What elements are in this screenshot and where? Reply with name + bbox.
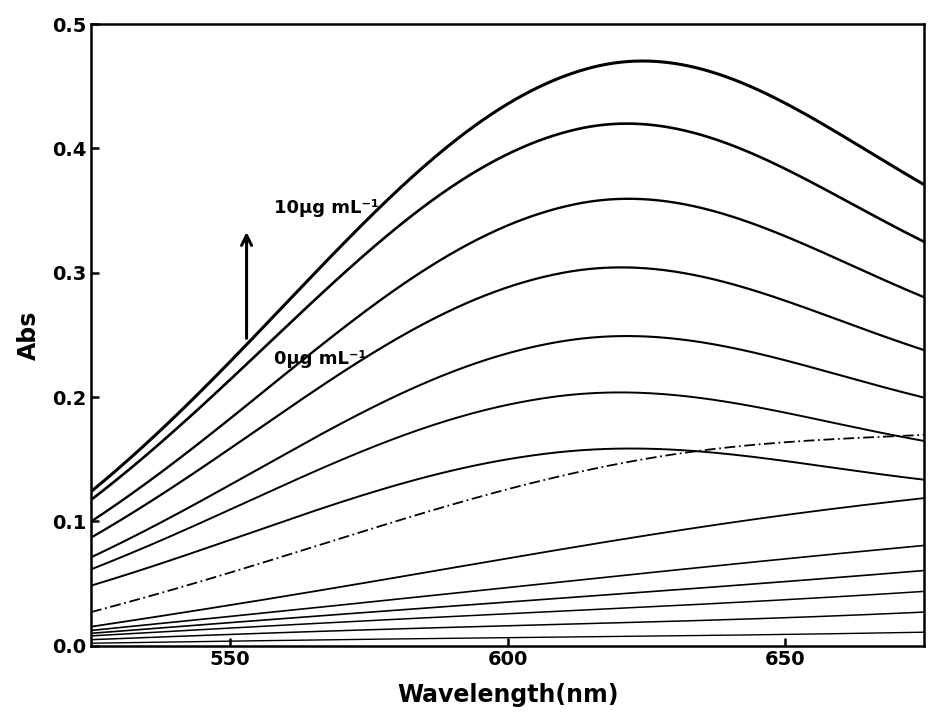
X-axis label: Wavelength(nm): Wavelength(nm)	[397, 683, 618, 707]
Text: 0μg mL⁻¹: 0μg mL⁻¹	[275, 350, 367, 368]
Y-axis label: Abs: Abs	[17, 310, 40, 360]
Text: 10μg mL⁻¹: 10μg mL⁻¹	[275, 199, 379, 216]
